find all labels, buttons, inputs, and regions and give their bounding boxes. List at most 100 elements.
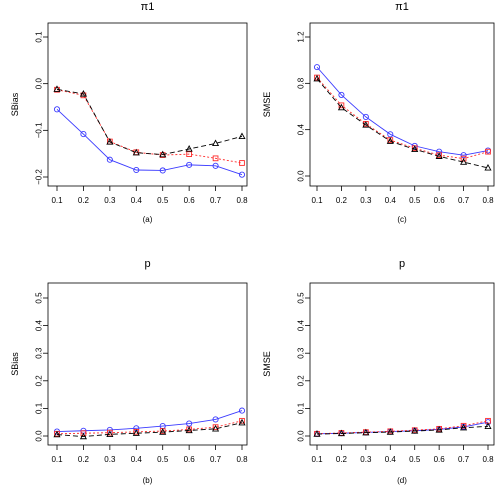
x-tick-label: 0.6 xyxy=(434,196,446,205)
data-point xyxy=(435,152,443,159)
series-triangle xyxy=(53,418,246,440)
data-point xyxy=(107,429,113,436)
x-tick-label: 0.5 xyxy=(157,455,169,464)
series-line xyxy=(56,88,243,156)
data-point xyxy=(239,417,245,424)
y-tick-label: 0.4 xyxy=(297,319,306,331)
y-tick-label: −0.1 xyxy=(35,122,44,138)
y-tick-label: 0.1 xyxy=(297,402,306,414)
data-point xyxy=(386,137,394,144)
series-circle xyxy=(53,407,246,435)
data-point xyxy=(212,424,219,431)
data-point xyxy=(159,150,167,158)
y-tick-label: 0.2 xyxy=(297,375,306,387)
data-point xyxy=(238,132,246,140)
x-tick-label: 0.6 xyxy=(184,196,196,205)
data-point xyxy=(460,152,467,159)
chart-title: p xyxy=(144,258,150,270)
x-tick-label: 0.8 xyxy=(482,455,494,464)
x-tick-label: 0.1 xyxy=(311,455,323,464)
y-axis-label: SMSE xyxy=(262,92,272,118)
plot-frame xyxy=(309,282,495,446)
chart-title: π1 xyxy=(141,1,155,13)
data-point xyxy=(362,428,370,436)
y-tick-label: 0.4 xyxy=(297,124,306,136)
chart-panel-bottom-left: p SBias 0.1 0.2 0.3 0.4 0.5 0.6 0.7 0.8 0.0 0.1 0.2 0… xyxy=(10,258,248,485)
panel-caption: (d) xyxy=(397,476,407,485)
series-line xyxy=(316,425,489,435)
x-tick-label: 0.5 xyxy=(409,196,421,205)
x-tick-label: 0.4 xyxy=(385,455,397,464)
x-tick-label: 0.6 xyxy=(184,455,196,464)
x-tick-label: 0.2 xyxy=(78,196,90,205)
y-tick-label: 0.3 xyxy=(297,347,306,359)
data-point xyxy=(460,422,467,429)
data-point xyxy=(337,103,345,111)
data-point xyxy=(159,152,166,158)
x-tick-label: 0.2 xyxy=(78,455,90,464)
chart-panel-top-left: π1 SBias 0.1 0.2 0.3 0.4 0.5 0.6 0.7 0.8 −0.2 −0.1 0… xyxy=(10,1,248,224)
y-tick-label: 0.5 xyxy=(297,292,306,304)
data-point xyxy=(436,148,443,155)
chart-title: p xyxy=(399,258,405,270)
data-point xyxy=(133,166,140,174)
x-tick-label: 0.2 xyxy=(336,196,348,205)
y-tick-label: 0.3 xyxy=(35,347,44,359)
data-point xyxy=(485,148,491,155)
series-circle xyxy=(53,106,246,178)
y-tick-label: −0.2 xyxy=(35,169,44,185)
data-point xyxy=(387,131,394,138)
series-line xyxy=(316,78,489,169)
panel-caption: (c) xyxy=(397,215,407,224)
x-tick-label: 0.7 xyxy=(458,455,470,464)
data-point xyxy=(159,428,167,435)
data-point xyxy=(79,89,87,97)
data-point xyxy=(238,407,246,414)
data-point xyxy=(186,151,192,157)
y-tick-label: 0.0 xyxy=(35,78,44,90)
data-point xyxy=(53,430,61,438)
data-point xyxy=(106,138,114,145)
series-line xyxy=(316,66,489,156)
y-tick-label: 0.1 xyxy=(35,31,44,43)
y-tick-label: 0.1 xyxy=(35,402,44,414)
data-point xyxy=(185,426,193,434)
y-tick-label: 0.8 xyxy=(297,77,306,89)
data-point xyxy=(186,161,193,168)
data-point xyxy=(132,148,140,156)
x-tick-label: 0.3 xyxy=(360,196,372,205)
series-triangle xyxy=(313,74,492,171)
data-point xyxy=(313,430,321,437)
data-point xyxy=(132,429,140,436)
data-point xyxy=(337,429,345,437)
y-tick-label: 1.2 xyxy=(297,31,306,43)
panel-caption: (b) xyxy=(143,476,153,485)
y-axis-label: SBias xyxy=(10,92,20,116)
x-tick-label: 0.4 xyxy=(385,196,397,205)
panel-caption: (a) xyxy=(143,215,153,224)
series-line xyxy=(56,89,243,164)
x-tick-label: 0.1 xyxy=(51,196,63,205)
data-point xyxy=(186,420,193,427)
data-point xyxy=(53,85,61,92)
chart-panel-top-right: π1 SMSE 0.1 0.2 0.3 0.4 0.5 0.6 0.7 0.8 0.0 0.4 0.8 1… xyxy=(262,1,495,224)
series-square xyxy=(54,417,245,437)
data-point xyxy=(80,131,87,138)
chart-title: π1 xyxy=(395,1,409,13)
data-point xyxy=(106,430,114,437)
plot-frame xyxy=(47,22,248,187)
data-point xyxy=(313,74,321,82)
data-point xyxy=(411,427,419,434)
x-tick-label: 0.1 xyxy=(311,196,323,205)
data-point xyxy=(362,113,369,120)
data-point xyxy=(411,145,419,153)
data-point xyxy=(212,162,219,169)
data-point xyxy=(484,163,492,171)
x-tick-label: 0.5 xyxy=(409,455,421,464)
x-tick-label: 0.8 xyxy=(482,196,494,205)
x-tick-label: 0.4 xyxy=(131,455,143,464)
y-tick-label: 0.4 xyxy=(35,319,44,331)
chart-panel-bottom-right: p SMSE 0.1 0.2 0.3 0.4 0.5 0.6 0.7 0.8 0.0 0.1 0.2 0.… xyxy=(262,258,495,485)
data-point xyxy=(338,91,345,98)
